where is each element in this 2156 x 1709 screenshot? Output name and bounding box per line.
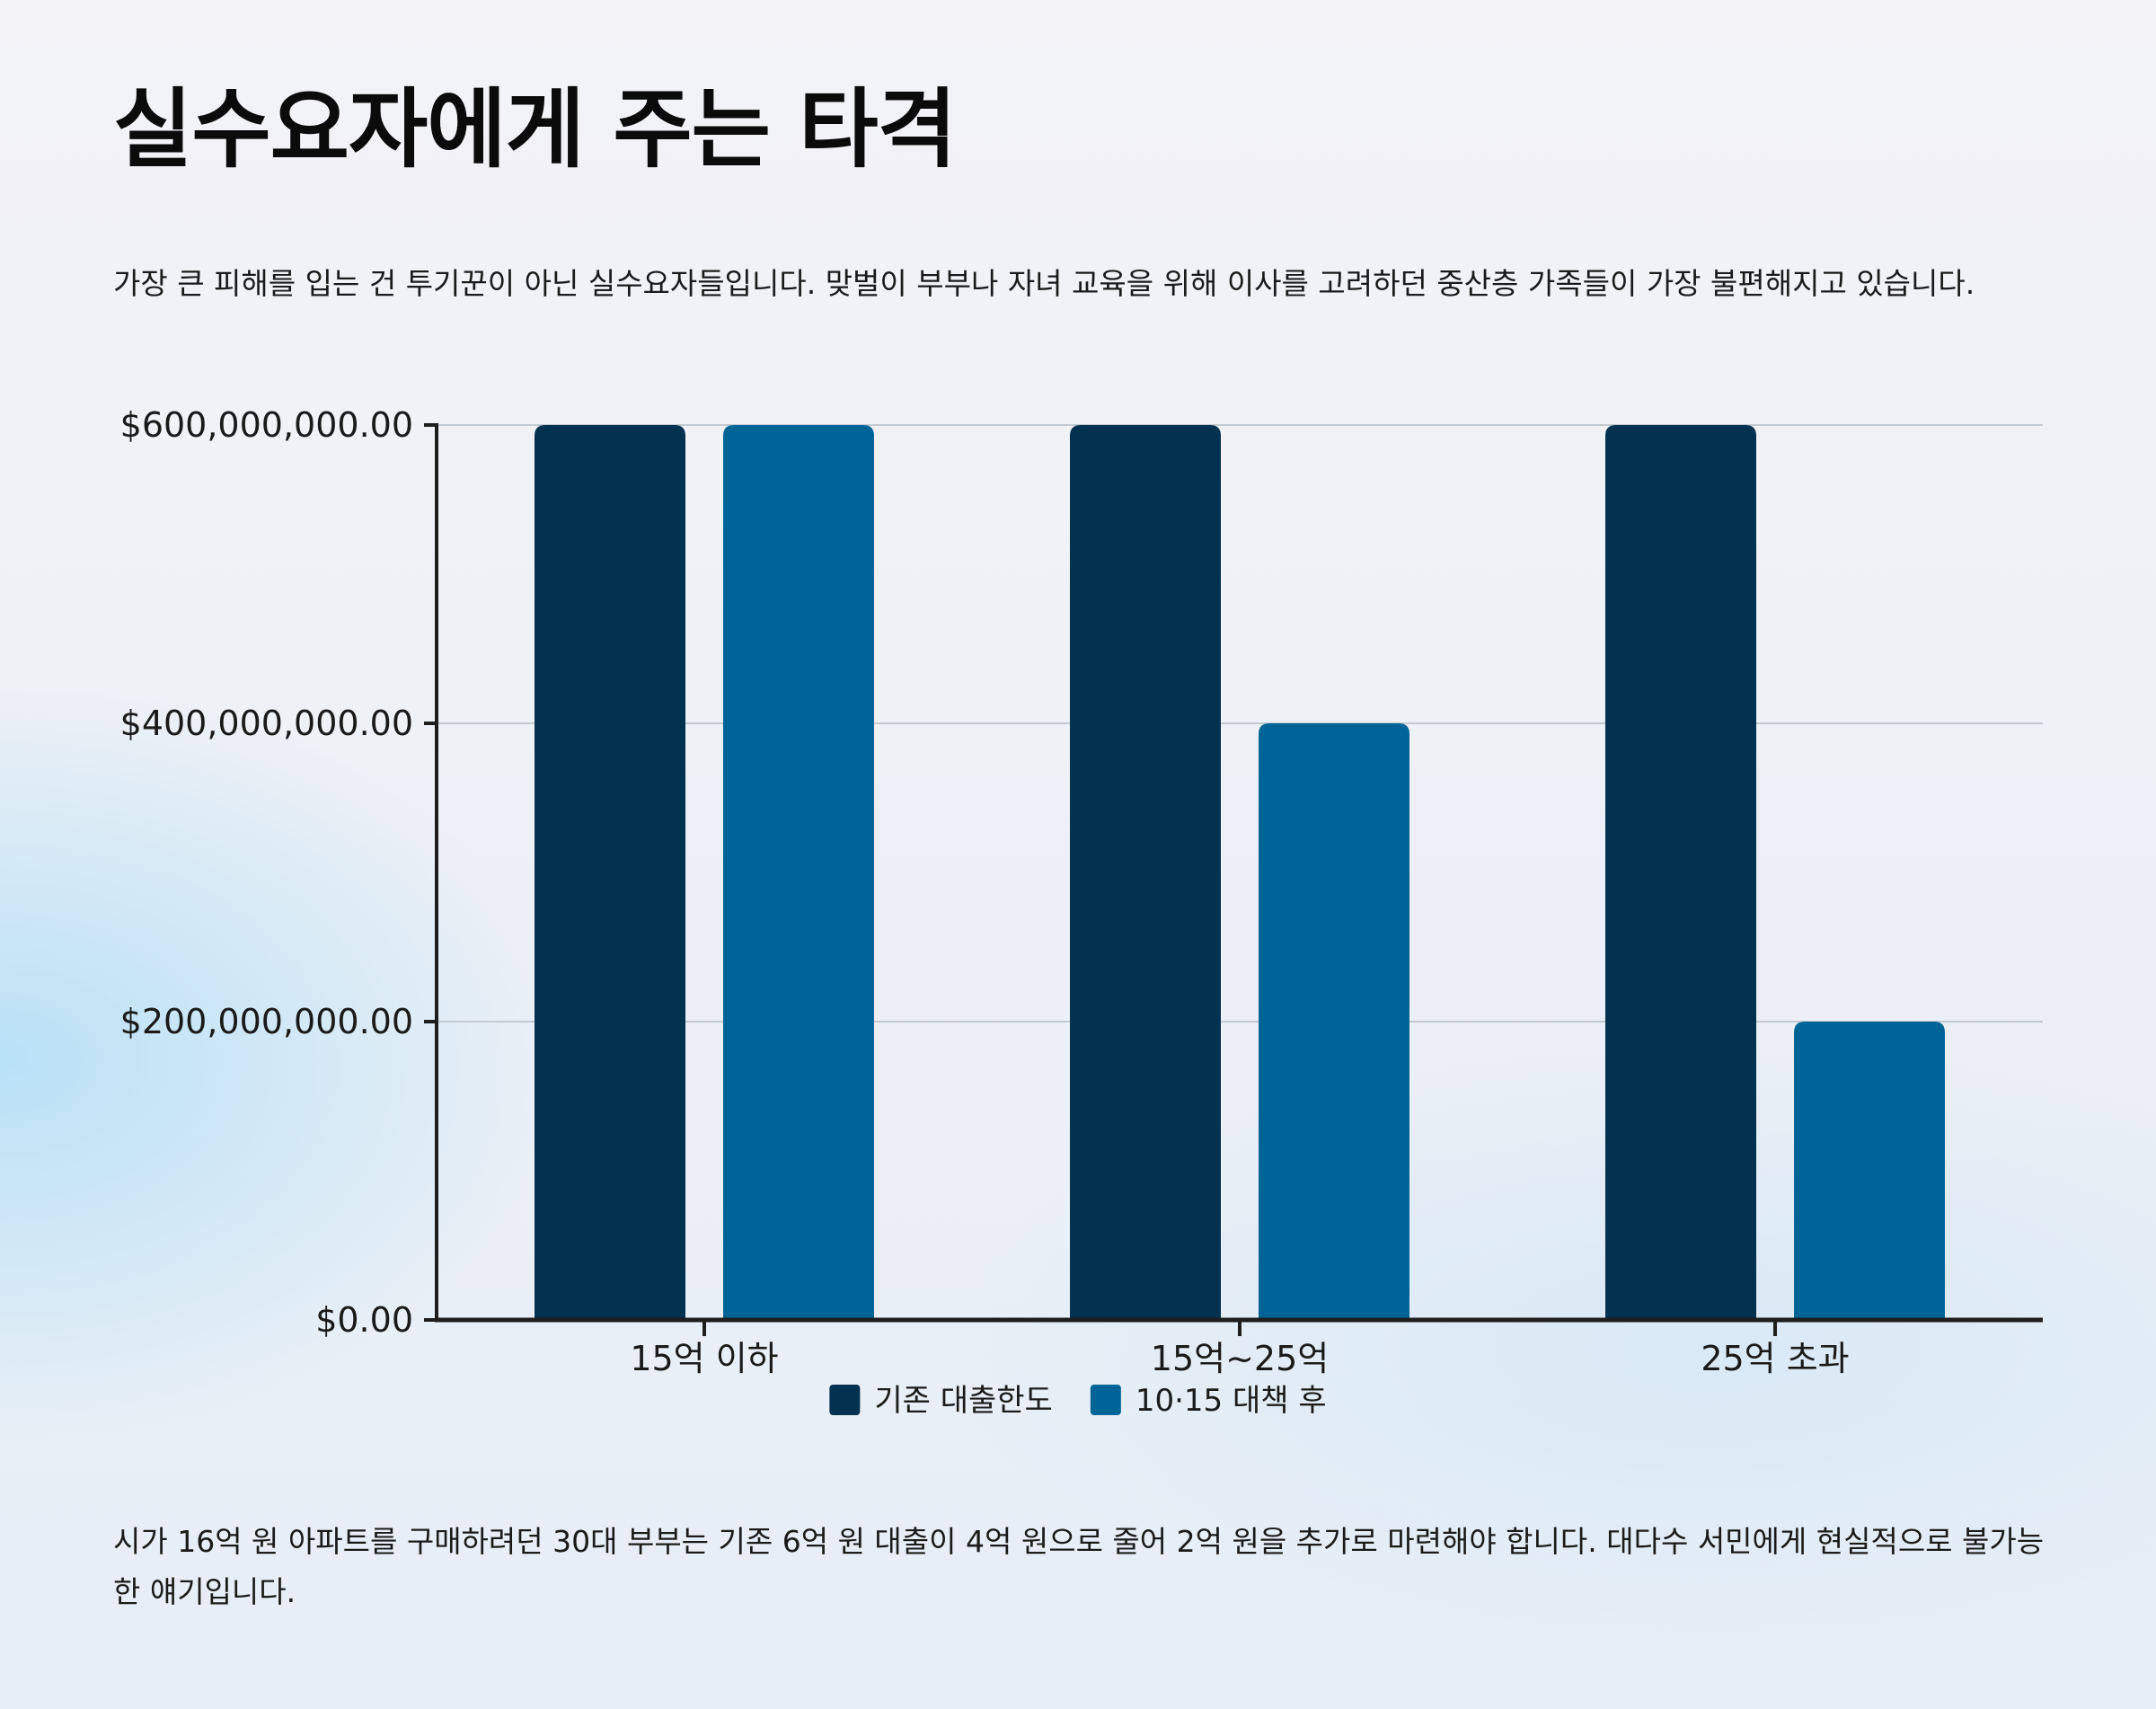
x-tick-label: 15억 이하 (630, 1339, 778, 1378)
y-tick-label: $200,000,000.00 (120, 1002, 413, 1041)
bar (1259, 723, 1409, 1320)
legend-label: 기존 대출한도 (874, 1383, 1053, 1419)
bar (535, 425, 685, 1320)
page-title: 실수요자에게 주는 타격 (113, 79, 957, 180)
bar (1605, 425, 1756, 1320)
legend-swatch (829, 1385, 861, 1415)
outro-paragraph: 시가 16억 원 아파트를 구매하려던 30대 부부는 기존 6억 원 대출이 … (113, 1524, 2045, 1609)
legend: 기존 대출한도 10·15 대책 후 (829, 1383, 1327, 1419)
y-tick-label: $600,000,000.00 (120, 405, 413, 445)
grid-lines (437, 424, 2043, 1023)
bar (723, 425, 874, 1320)
x-tick-label: 15억~25억 (1151, 1339, 1329, 1378)
bar (1070, 425, 1221, 1320)
axes: $0.00 $200,000,000.00 $400,000,000.00 $600,… (120, 405, 2043, 1378)
x-tick-label: 25억 초과 (1701, 1339, 1849, 1378)
y-tick-label: $400,000,000.00 (120, 704, 413, 743)
bar (1794, 1022, 1945, 1320)
intro-paragraph: 가장 큰 피해를 입는 건 투기꾼이 아닌 실수요자들입니다. 맞벌이 부부나 … (113, 266, 1975, 301)
legend-swatch (1090, 1385, 1121, 1415)
y-tick-label: $0.00 (315, 1300, 413, 1340)
legend-label: 10·15 대책 후 (1135, 1383, 1327, 1419)
bars (535, 425, 1945, 1320)
